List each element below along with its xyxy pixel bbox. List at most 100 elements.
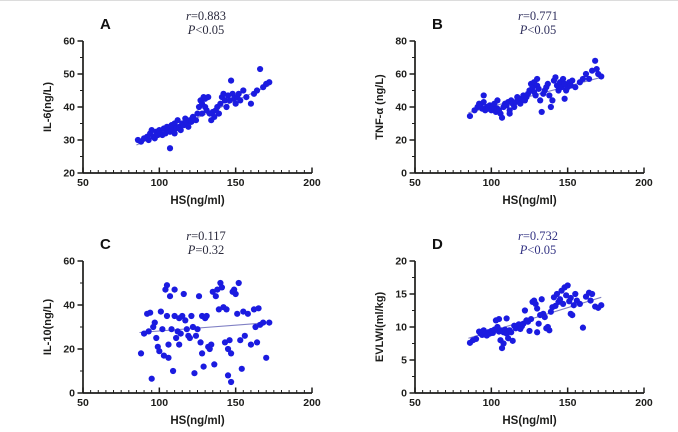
data-point <box>168 326 175 333</box>
x-axis-title: HS(ng/ml) <box>502 195 556 207</box>
data-point <box>156 348 163 355</box>
data-point <box>472 335 480 342</box>
data-point <box>224 345 232 353</box>
data-point <box>598 302 605 309</box>
data-point <box>546 327 553 334</box>
x-tick-label: 200 <box>303 177 321 189</box>
x-tick-label: 100 <box>483 397 501 409</box>
annotation-r: r=0.883 <box>186 9 226 23</box>
data-point <box>147 309 154 316</box>
data-point <box>211 361 218 368</box>
data-point <box>237 97 244 104</box>
y-tick-label: 20 <box>63 168 75 180</box>
data-point <box>517 100 524 107</box>
data-point <box>203 312 210 320</box>
data-point <box>188 312 195 320</box>
data-point <box>563 292 570 299</box>
data-point <box>212 293 219 300</box>
data-point <box>211 113 218 120</box>
annotation-p: P<0.05 <box>187 23 225 37</box>
x-tick-label: 200 <box>303 397 321 409</box>
data-point <box>238 365 245 372</box>
data-point <box>556 296 564 303</box>
data-point <box>191 370 198 377</box>
data-point <box>177 127 184 134</box>
data-point <box>480 92 487 99</box>
data-point <box>593 65 600 73</box>
data-point <box>223 103 230 111</box>
data-point <box>153 334 160 342</box>
plot-area: 50 100 150 200 0 20 40 60 80 HS(ng/ml) TNF-α (ng/L… <box>374 9 653 207</box>
data-point <box>572 290 579 298</box>
data-point <box>544 80 551 87</box>
data-point <box>567 294 574 302</box>
data-point <box>194 326 201 333</box>
data-point <box>192 332 200 339</box>
data-point <box>579 324 587 331</box>
data-point <box>205 94 212 101</box>
data-point <box>197 339 204 346</box>
data-point <box>166 145 174 152</box>
data-point <box>200 363 207 370</box>
x-tick-label: 50 <box>77 397 89 409</box>
data-point <box>185 123 192 130</box>
data-point <box>538 108 545 116</box>
data-point <box>260 319 267 326</box>
data-point <box>182 317 189 324</box>
plot-area: 50 100 150 200 0 5 10 15 20 HS(ng/ml) EVLWI(ml/kg)… <box>374 229 653 427</box>
y-axis-title: IL-6(ng/L) <box>42 82 54 132</box>
data-point <box>171 286 178 293</box>
data-point <box>541 314 548 321</box>
x-tick-label: 200 <box>635 177 653 189</box>
data-point <box>508 329 515 336</box>
data-point <box>503 315 510 322</box>
data-point <box>177 330 184 337</box>
panel-letter: A <box>100 16 111 33</box>
data-point <box>266 319 273 326</box>
y-tick-label: 60 <box>395 69 407 81</box>
x-tick-label: 50 <box>409 177 421 189</box>
data-point <box>534 329 541 336</box>
data-point <box>569 77 576 84</box>
data-point <box>215 110 222 117</box>
data-point <box>163 282 171 289</box>
data-point <box>509 337 516 344</box>
data-point <box>538 296 545 303</box>
data-point <box>534 75 541 83</box>
data-point <box>255 305 262 312</box>
data-point <box>561 95 568 102</box>
data-point <box>173 334 180 342</box>
data-point <box>183 326 190 333</box>
data-point <box>527 315 535 323</box>
y-tick-label: 60 <box>63 256 75 268</box>
data-point <box>137 350 145 357</box>
y-tick-label: 0 <box>69 388 75 400</box>
data-point <box>235 90 242 97</box>
data-point <box>227 378 235 386</box>
data-point <box>180 290 187 298</box>
y-tick-label: 40 <box>63 300 75 312</box>
data-point <box>223 306 230 313</box>
data-point <box>232 100 239 107</box>
x-tick-label: 50 <box>409 397 421 409</box>
data-point <box>564 282 571 289</box>
data-point <box>505 335 512 342</box>
data-point <box>176 341 183 348</box>
data-point <box>559 300 567 307</box>
data-point <box>240 87 247 94</box>
data-point <box>198 350 206 357</box>
annotation-r: r=0.732 <box>518 229 558 243</box>
y-tick-label: 10 <box>395 322 407 334</box>
y-axis-title: IL-10(ng/L) <box>42 299 54 356</box>
data-point <box>256 65 264 73</box>
data-point <box>221 97 229 104</box>
data-point <box>217 100 224 107</box>
data-point <box>535 320 542 327</box>
data-point <box>226 337 233 344</box>
y-tick-label: 20 <box>395 256 407 268</box>
annotation-p: P<0.05 <box>519 23 557 37</box>
data-point <box>169 367 177 375</box>
x-tick-label: 100 <box>483 177 501 189</box>
data-point <box>534 305 541 312</box>
